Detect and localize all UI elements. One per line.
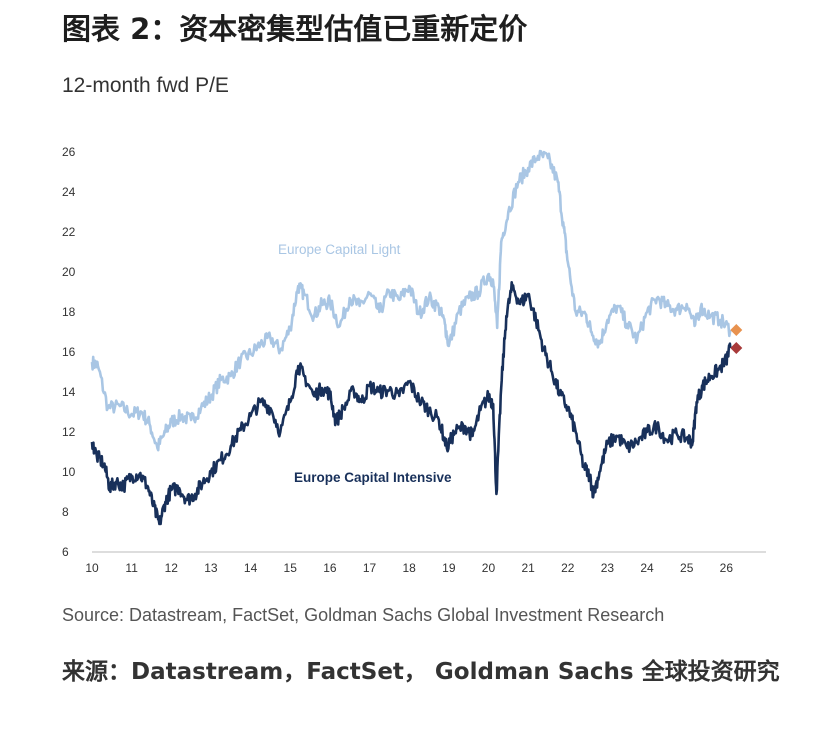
source-note-cn: 来源：Datastream，FactSet， Goldman Sachs 全球投… [62, 659, 780, 685]
x-tick-label: 23 [601, 561, 615, 575]
y-tick-label: 10 [62, 465, 76, 479]
x-tick-label: 11 [125, 561, 138, 575]
x-tick-label: 21 [521, 561, 535, 575]
y-tick-label: 24 [62, 185, 76, 199]
y-tick-label: 6 [62, 545, 69, 559]
x-tick-label: 18 [402, 561, 416, 575]
y-tick-label: 20 [62, 265, 76, 279]
x-tick-label: 16 [323, 561, 337, 575]
x-tick-label: 13 [204, 561, 218, 575]
y-tick-label: 8 [62, 505, 69, 519]
series-line-1 [90, 281, 732, 526]
series-layer [90, 149, 732, 526]
series-label-capital-intensive: Europe Capital Intensive [294, 470, 452, 485]
x-tick-label: 12 [165, 561, 179, 575]
x-tick-label: 25 [680, 561, 694, 575]
figure-title: 图表 2：资本密集型估值已重新定价 [62, 12, 528, 46]
series-label-capital-light: Europe Capital Light [278, 242, 401, 257]
x-tick-label: 20 [482, 561, 496, 575]
x-tick-label: 24 [640, 561, 654, 575]
end-marker-1 [730, 342, 743, 354]
series-labels: Europe Capital Light Europe Capital Inten… [278, 242, 452, 485]
y-tick-label: 12 [62, 425, 76, 439]
y-axis-ticks: 6 8 10 12 14 16 18 20 22 24 26 [62, 145, 76, 559]
x-tick-label: 19 [442, 561, 456, 575]
x-tick-label: 14 [244, 561, 258, 575]
end-markers [730, 324, 743, 354]
chart-subtitle: 12-month fwd P/E [62, 74, 229, 97]
end-marker-0 [730, 324, 743, 336]
x-tick-label: 22 [561, 561, 575, 575]
x-tick-label: 10 [85, 561, 99, 575]
x-tick-label: 17 [363, 561, 377, 575]
source-note-en: Source: Datastream, FactSet, Goldman Sac… [62, 605, 665, 625]
x-axis-ticks: 10 11 12 13 14 15 16 17 18 19 20 21 22 23 24 25 26 [85, 561, 733, 575]
y-tick-label: 14 [62, 385, 76, 399]
y-tick-label: 22 [62, 225, 76, 239]
x-tick-label: 15 [284, 561, 298, 575]
x-tick-label: 26 [720, 561, 734, 575]
y-tick-label: 26 [62, 145, 76, 159]
y-tick-label: 18 [62, 305, 76, 319]
y-tick-label: 16 [62, 345, 76, 359]
series-line-0 [90, 149, 732, 452]
